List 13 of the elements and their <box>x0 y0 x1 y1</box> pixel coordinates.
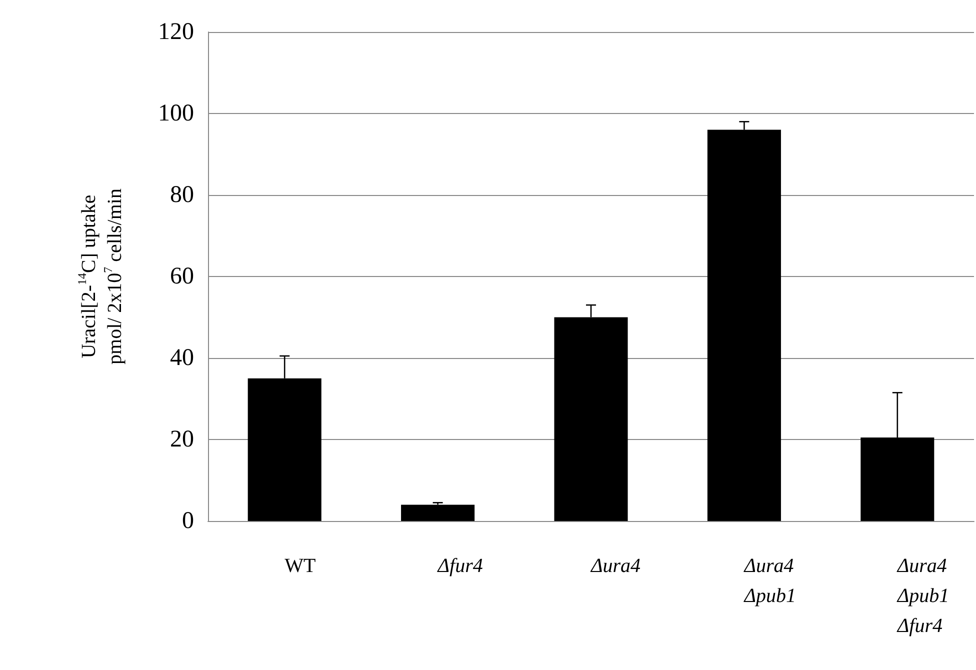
x-tick-label: WT <box>284 555 316 577</box>
y-tick-label: 120 <box>158 19 194 45</box>
y-tick-label: 60 <box>170 264 194 290</box>
x-tick-label: Δfur4 <box>436 555 483 577</box>
y-tick-label: 40 <box>170 345 194 371</box>
y-tick-label: 0 <box>182 508 194 534</box>
y-tick-label: 80 <box>170 182 194 208</box>
y-tick-label: 100 <box>158 100 194 126</box>
x-tick-label: Δura4 Δpub1 Δfur4 <box>896 555 950 637</box>
x-tick-label: Δura4 <box>590 555 641 577</box>
x-tick-label: Δura4 Δpub1 <box>743 555 796 607</box>
bar <box>401 504 475 521</box>
y-tick-label: 20 <box>170 426 194 452</box>
